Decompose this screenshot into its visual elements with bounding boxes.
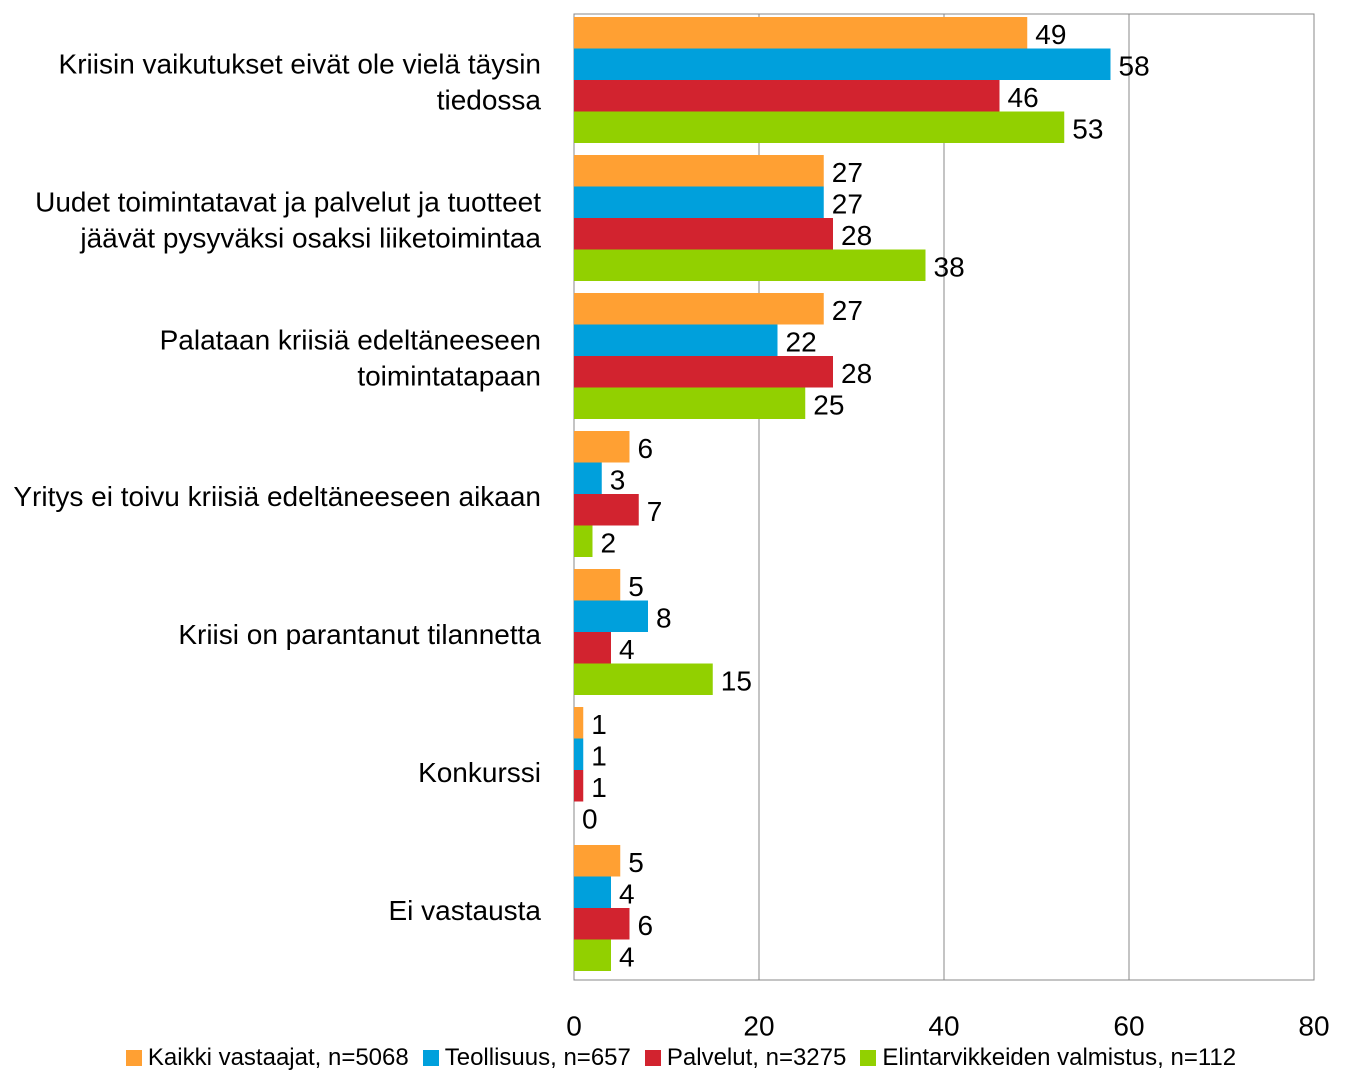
data-label: 38	[934, 252, 965, 283]
bar	[574, 80, 1000, 112]
bar	[574, 738, 584, 770]
data-label: 1	[591, 772, 607, 803]
legend-swatch	[125, 1050, 142, 1066]
bar	[574, 569, 621, 601]
bar	[574, 939, 611, 971]
bar	[574, 48, 1111, 80]
legend-text: Palvelut, n=3275	[666, 1044, 847, 1071]
category-label: Konkurssi	[418, 756, 541, 788]
data-label: 4	[619, 879, 635, 910]
legend: Kaikki vastaajat, n=5068 Teollisuus, n=65…	[0, 1044, 1362, 1072]
data-label: 15	[721, 666, 752, 697]
data-label: 27	[832, 157, 863, 188]
bar	[574, 462, 602, 494]
data-label: 4	[619, 634, 635, 665]
category-label: Palataan kriisiä edeltäneeseen toimintat…	[159, 324, 541, 392]
bar	[574, 356, 833, 388]
legend-text: Kaikki vastaajat, n=5068	[147, 1044, 409, 1071]
data-label: 1	[591, 709, 607, 740]
bar	[574, 17, 1028, 49]
bar	[574, 770, 584, 802]
x-tick-label: 80	[1298, 1010, 1329, 1041]
bar	[574, 845, 621, 877]
bar	[574, 663, 713, 695]
data-label: 46	[1008, 82, 1039, 113]
bar	[574, 707, 584, 739]
category-label: Ei vastausta	[388, 894, 541, 926]
data-label: 3	[610, 465, 626, 496]
data-label: 1	[591, 741, 607, 772]
category-label: Yritys ei toivu kriisiä edeltäneeseen ai…	[13, 480, 541, 512]
bar	[574, 218, 833, 250]
data-label: 58	[1119, 51, 1150, 82]
data-label: 5	[628, 571, 644, 602]
category-label: Uudet toimintatavat ja palvelut ja tuott…	[35, 186, 541, 254]
data-label: 2	[601, 528, 617, 559]
data-label: 28	[841, 358, 872, 389]
legend-item: Teollisuus, n=657	[422, 1044, 631, 1072]
data-label: 28	[841, 220, 872, 251]
bar	[574, 186, 824, 218]
data-label: 4	[619, 942, 635, 973]
bar	[574, 155, 824, 187]
legend-item: Elintarvikkeiden valmistus, n=112	[860, 1044, 1236, 1072]
category-label: Kriisin vaikutukset eivät ole vielä täys…	[58, 48, 541, 116]
x-tick-label: 20	[743, 1010, 774, 1041]
data-label: 27	[832, 189, 863, 220]
data-label: 27	[832, 295, 863, 326]
legend-text: Teollisuus, n=657	[444, 1044, 631, 1071]
bar	[574, 632, 611, 664]
x-tick-label: 0	[566, 1010, 582, 1041]
bar	[574, 387, 806, 419]
data-label: 25	[813, 390, 844, 421]
x-tick-label: 40	[928, 1010, 959, 1041]
bar	[574, 293, 824, 325]
data-label: 6	[638, 910, 654, 941]
x-tick-label: 60	[1113, 1010, 1144, 1041]
data-label: 5	[628, 847, 644, 878]
category-label: Kriisi on parantanut tilannetta	[178, 618, 541, 650]
data-label: 6	[638, 433, 654, 464]
data-label: 7	[647, 496, 663, 527]
legend-text: Elintarvikkeiden valmistus, n=112	[882, 1044, 1237, 1071]
legend-swatch	[860, 1050, 877, 1066]
bar	[574, 908, 630, 940]
legend-swatch	[644, 1050, 661, 1066]
bar	[574, 600, 648, 632]
bar	[574, 876, 611, 908]
data-label: 53	[1072, 114, 1103, 145]
data-label: 8	[656, 603, 672, 634]
legend-item: Palvelut, n=3275	[644, 1044, 847, 1072]
data-label: 22	[786, 327, 817, 358]
legend-item: Kaikki vastaajat, n=5068	[125, 1044, 409, 1072]
bar	[574, 324, 778, 356]
data-label: 49	[1035, 19, 1066, 50]
legend-swatch	[422, 1050, 439, 1066]
bar	[574, 431, 630, 463]
data-label: 0	[582, 804, 598, 835]
bar	[574, 525, 593, 557]
bar	[574, 111, 1065, 143]
bar	[574, 249, 926, 281]
bar	[574, 494, 639, 526]
